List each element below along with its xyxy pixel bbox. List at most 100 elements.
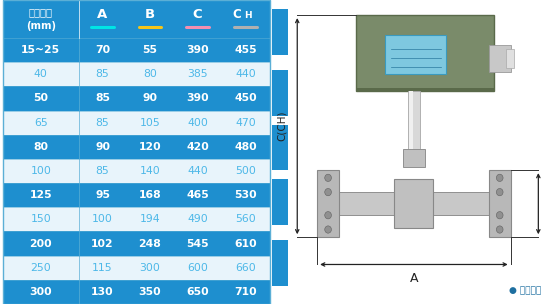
Text: 530: 530 — [234, 190, 257, 200]
Bar — [409, 91, 412, 161]
Text: B: B — [145, 8, 155, 21]
Text: 140: 140 — [140, 166, 161, 176]
Text: 390: 390 — [186, 45, 209, 55]
Text: B: B — [549, 197, 550, 210]
Bar — [272, 125, 288, 170]
Text: 90: 90 — [142, 93, 157, 103]
Circle shape — [497, 174, 503, 181]
Circle shape — [324, 226, 332, 233]
Bar — [394, 179, 433, 228]
Text: 115: 115 — [92, 263, 113, 273]
Text: 仪表口径
(mm): 仪表口径 (mm) — [26, 7, 56, 31]
Bar — [272, 70, 288, 116]
Bar — [3, 231, 270, 256]
Text: 650: 650 — [186, 287, 209, 297]
Text: 560: 560 — [235, 214, 256, 224]
Text: 250: 250 — [30, 263, 51, 273]
Bar — [489, 45, 511, 72]
Bar — [385, 35, 446, 74]
Bar — [272, 240, 288, 286]
Text: 248: 248 — [139, 239, 161, 249]
Text: C: C — [192, 8, 202, 21]
Text: 200: 200 — [30, 239, 52, 249]
Circle shape — [324, 188, 332, 196]
Text: 420: 420 — [186, 142, 209, 152]
Text: 385: 385 — [187, 69, 208, 79]
Bar — [3, 135, 270, 159]
Bar — [3, 0, 270, 38]
Circle shape — [497, 212, 503, 219]
Circle shape — [497, 226, 503, 233]
Bar — [489, 170, 510, 237]
Text: 400: 400 — [187, 118, 208, 128]
Circle shape — [324, 174, 332, 181]
Bar — [272, 179, 288, 225]
Bar — [272, 9, 288, 55]
Bar — [355, 15, 494, 91]
Text: 440: 440 — [235, 69, 256, 79]
Text: 85: 85 — [96, 118, 109, 128]
Text: 90: 90 — [95, 142, 110, 152]
Text: 40: 40 — [34, 69, 48, 79]
Text: 85: 85 — [96, 69, 109, 79]
Text: H: H — [244, 12, 252, 20]
Text: C: C — [233, 8, 241, 21]
Text: 95: 95 — [95, 190, 110, 200]
Bar — [355, 88, 494, 91]
Text: 660: 660 — [235, 263, 256, 273]
Text: A: A — [97, 8, 108, 21]
Circle shape — [497, 188, 503, 196]
Text: C(CH): C(CH) — [277, 111, 287, 141]
Bar — [408, 91, 420, 161]
Text: 450: 450 — [234, 93, 257, 103]
Text: 70: 70 — [95, 45, 110, 55]
Text: 168: 168 — [139, 190, 161, 200]
Text: 480: 480 — [234, 142, 257, 152]
Text: 85: 85 — [95, 93, 110, 103]
Text: 150: 150 — [30, 214, 51, 224]
Bar — [433, 192, 489, 215]
Text: 470: 470 — [235, 118, 256, 128]
Text: 15~25: 15~25 — [21, 45, 60, 55]
Text: 455: 455 — [234, 45, 257, 55]
Bar — [3, 62, 270, 86]
Text: 65: 65 — [34, 118, 48, 128]
Text: 390: 390 — [186, 93, 209, 103]
Text: 102: 102 — [91, 239, 114, 249]
Text: 100: 100 — [92, 214, 113, 224]
Bar — [505, 50, 514, 68]
Text: 130: 130 — [91, 287, 114, 297]
Text: 85: 85 — [96, 166, 109, 176]
Text: 440: 440 — [187, 166, 208, 176]
Text: 50: 50 — [33, 93, 48, 103]
Bar — [3, 159, 270, 183]
Bar — [403, 149, 425, 167]
Text: 465: 465 — [186, 190, 209, 200]
Bar — [3, 183, 270, 207]
Text: 545: 545 — [186, 239, 209, 249]
Circle shape — [324, 212, 332, 219]
Text: 600: 600 — [187, 263, 208, 273]
Text: 194: 194 — [140, 214, 160, 224]
Text: 120: 120 — [139, 142, 161, 152]
Bar — [317, 170, 339, 237]
Text: A: A — [410, 272, 418, 285]
Text: 300: 300 — [30, 287, 52, 297]
Bar — [3, 86, 270, 111]
Text: 80: 80 — [143, 69, 157, 79]
Text: 490: 490 — [187, 214, 208, 224]
Bar — [3, 207, 270, 231]
Text: 710: 710 — [234, 287, 257, 297]
Text: 350: 350 — [139, 287, 161, 297]
Text: 105: 105 — [140, 118, 161, 128]
Text: ● 常规仪表: ● 常规仪表 — [509, 286, 542, 295]
Bar — [3, 111, 270, 135]
Text: 125: 125 — [30, 190, 52, 200]
Text: 500: 500 — [235, 166, 256, 176]
Bar — [339, 192, 394, 215]
Bar — [3, 256, 270, 280]
Text: 80: 80 — [33, 142, 48, 152]
Text: 55: 55 — [142, 45, 157, 55]
Bar — [3, 38, 270, 62]
Bar — [3, 280, 270, 304]
